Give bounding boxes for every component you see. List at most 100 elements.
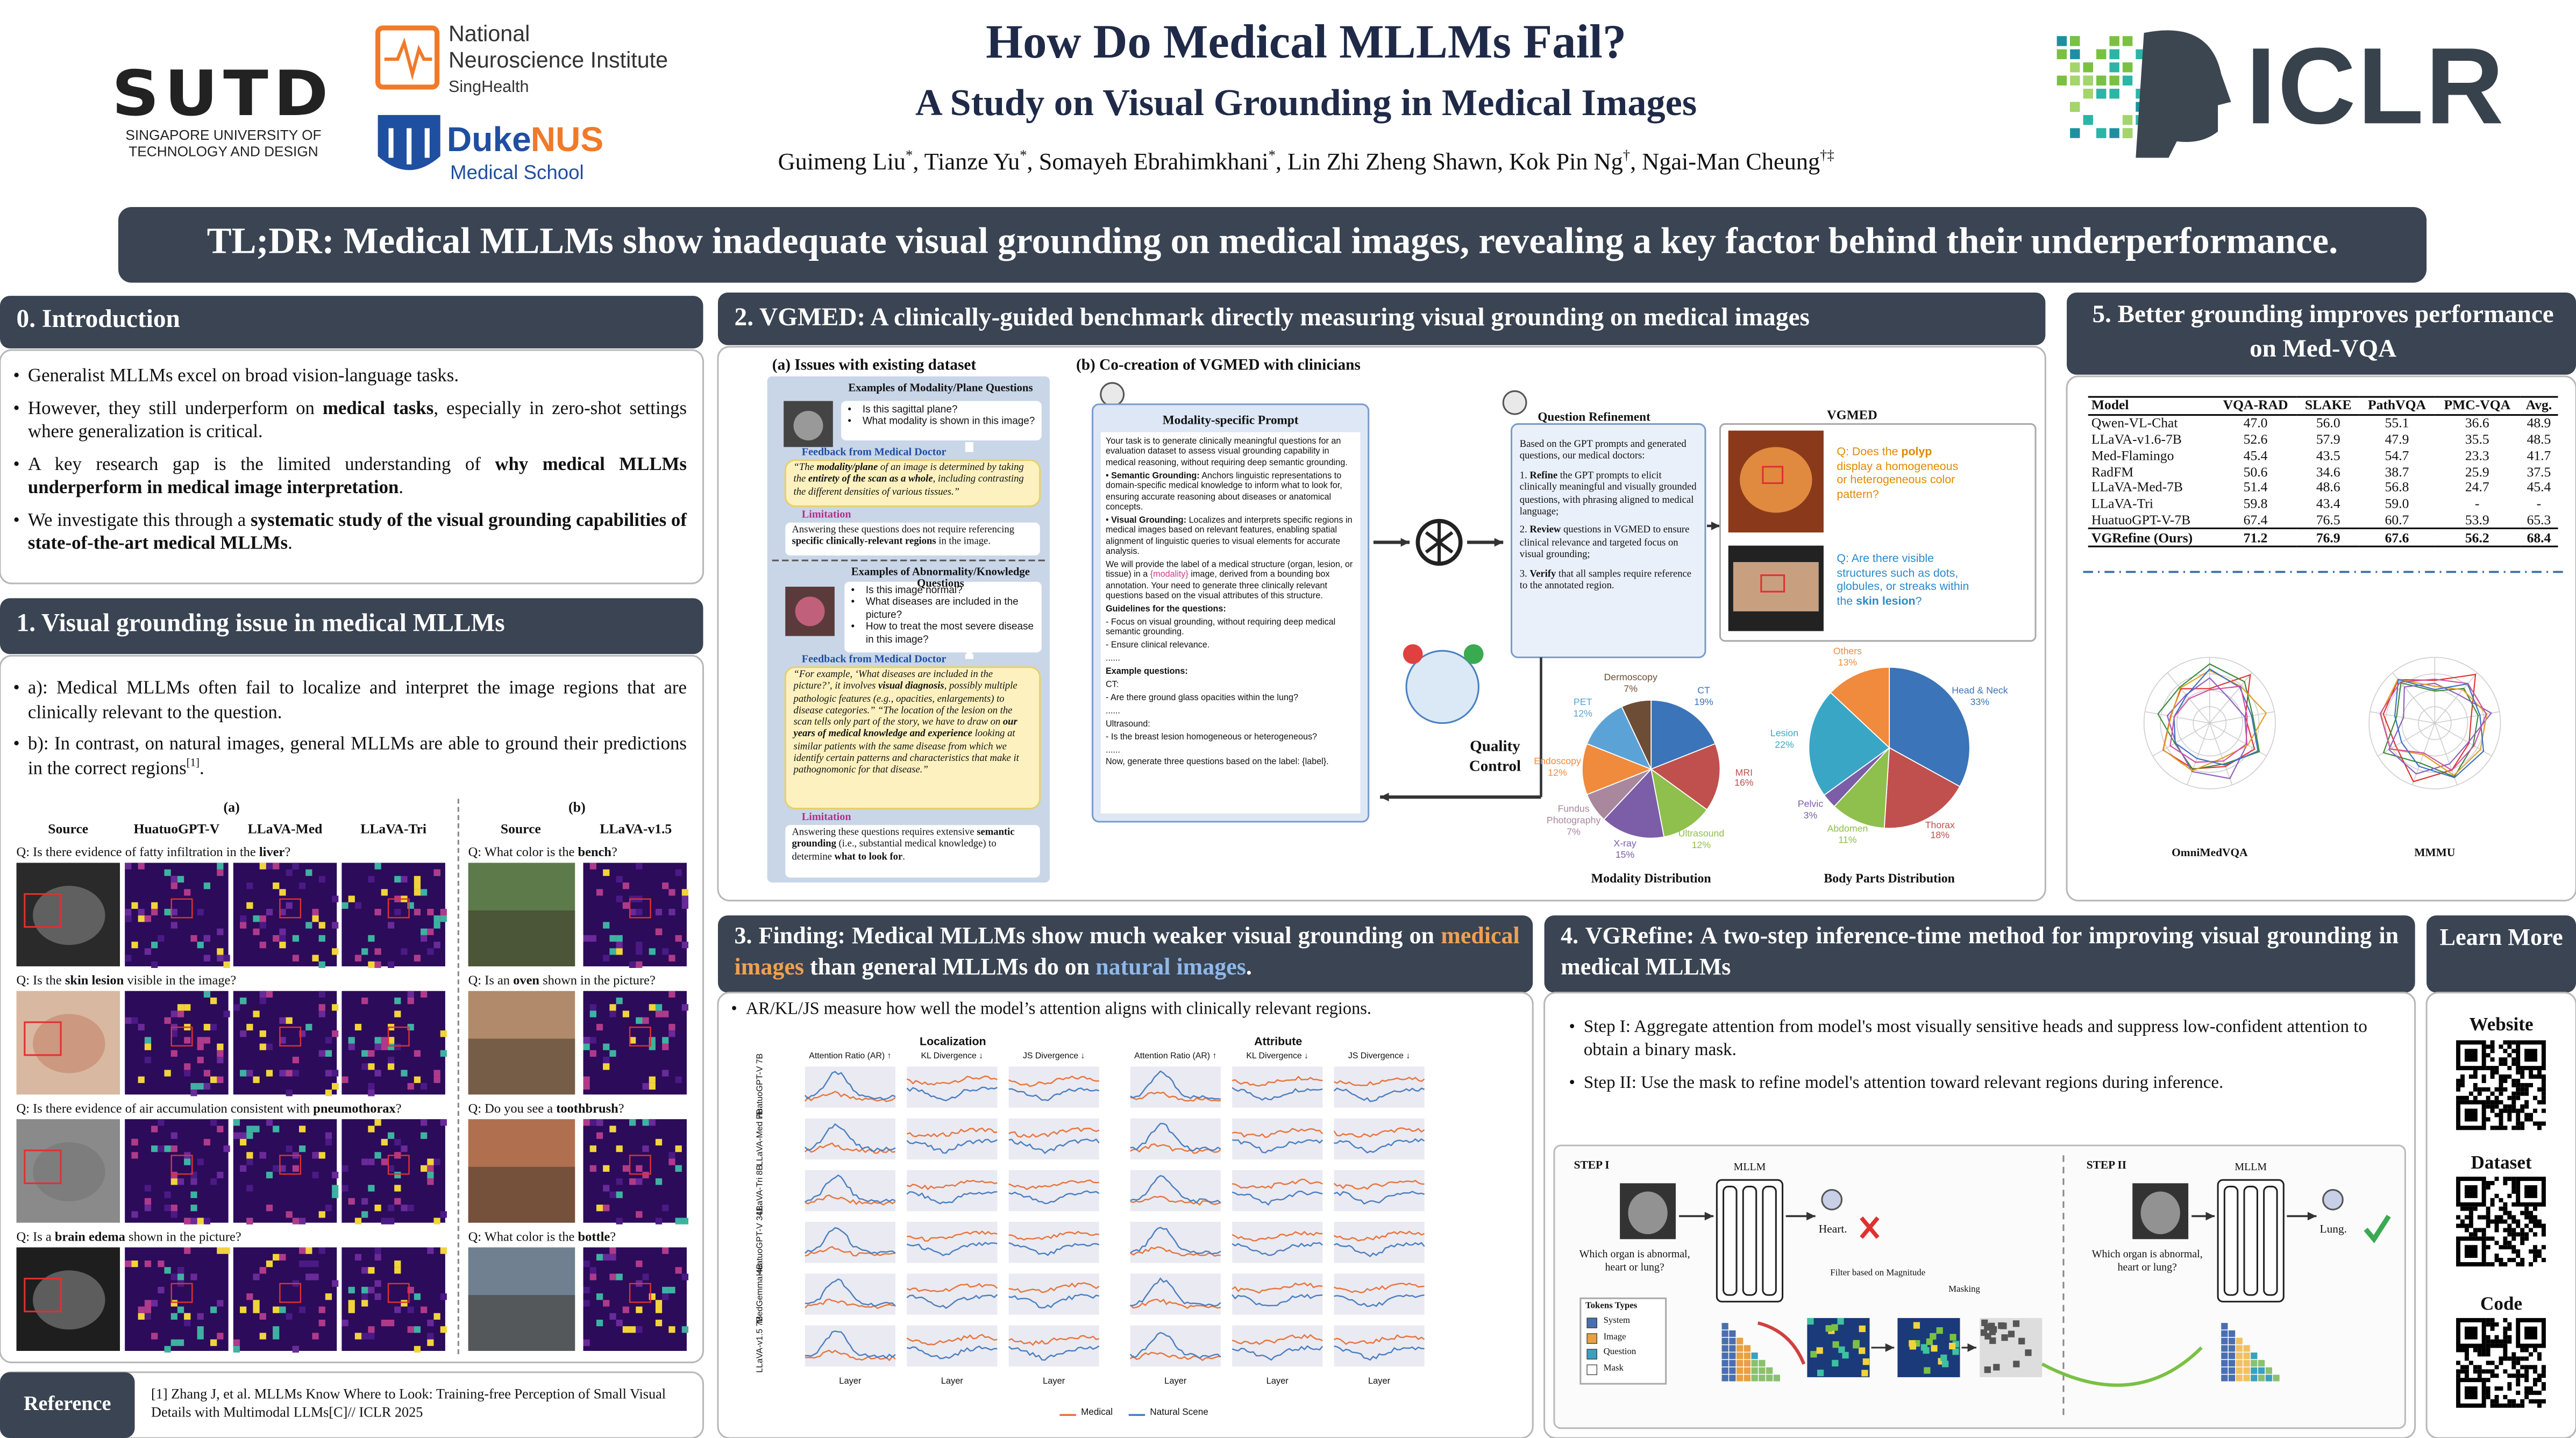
attention-cell xyxy=(421,1165,428,1172)
attention-cell xyxy=(253,915,260,922)
robot-icon xyxy=(2322,1189,2344,1211)
attention-cell xyxy=(414,889,421,896)
radar-title: OmniMedVQA xyxy=(2172,846,2248,860)
attention-cell xyxy=(368,935,375,942)
attention-cell xyxy=(144,915,152,922)
mini-curve xyxy=(1129,1332,1221,1359)
attention-cell xyxy=(246,902,253,909)
table-cell: 54.7 xyxy=(2385,448,2409,463)
attention-cell xyxy=(387,1057,395,1064)
attention-cell xyxy=(203,1083,211,1090)
poster-subtitle: A Study on Visual Grounding in Medical I… xyxy=(915,82,1697,124)
attention-cell xyxy=(259,1043,266,1050)
attention-token xyxy=(2243,1359,2250,1367)
prompt-line: Your task is to generate clinically mean… xyxy=(1105,437,1348,468)
limitation-box xyxy=(785,522,1040,556)
qr-cell xyxy=(2533,1245,2537,1250)
attention-cell xyxy=(589,1145,596,1152)
text-run: polyp xyxy=(1901,447,1932,459)
mini-curve xyxy=(1334,1345,1425,1361)
qr-cell xyxy=(2533,1399,2537,1404)
attention-cell xyxy=(381,1037,388,1044)
attention-cell xyxy=(407,1205,414,1212)
mini-curve xyxy=(1334,1283,1425,1294)
attention-cell xyxy=(636,961,643,968)
qr-cell xyxy=(2456,1087,2461,1092)
qr-cell xyxy=(2490,1361,2495,1365)
pie-slice xyxy=(1582,743,1653,795)
qr-cell xyxy=(2490,1403,2495,1408)
qr-cell xyxy=(2473,1074,2478,1079)
metric-label: KL Divergence ↓ xyxy=(921,1051,984,1062)
attention-cell xyxy=(190,1090,197,1097)
attention-cell xyxy=(305,1247,312,1254)
attention-cell xyxy=(217,1247,224,1254)
refinement-item: 1. Refine the GPT prompts to elicit clin… xyxy=(1520,471,1697,520)
qr-cell xyxy=(2511,1095,2516,1100)
mini-curve xyxy=(1130,1174,1221,1204)
poster-title: How Do Medical MLLMs Fail? xyxy=(986,16,1627,69)
attention-token xyxy=(2236,1337,2243,1344)
qr-cell xyxy=(2499,1074,2503,1079)
mini-curve xyxy=(805,1278,896,1307)
qr-cell xyxy=(2516,1117,2521,1122)
text-run: Q: Do you see a xyxy=(468,1101,557,1116)
attention-token xyxy=(1751,1375,1758,1382)
attention-cell xyxy=(394,1185,401,1192)
attention-cell xyxy=(197,1313,204,1320)
qr-cell xyxy=(2529,1390,2534,1395)
table-cell: LLaVA-Tri xyxy=(2091,496,2154,511)
attention-token xyxy=(1721,1330,1728,1337)
qr-cell xyxy=(2494,1126,2499,1130)
text-run: shown in the picture? xyxy=(125,1229,241,1244)
attention-cell xyxy=(2001,1334,2008,1341)
table-cell: SLAKE xyxy=(2297,396,2359,416)
roi-box xyxy=(24,1149,62,1184)
attention-cell xyxy=(210,997,217,1005)
logo-iclr-pixel xyxy=(2122,36,2133,46)
attention-token xyxy=(1751,1359,1758,1367)
attention-cell xyxy=(394,1010,401,1017)
link-label: Code xyxy=(2480,1295,2523,1315)
attention-cell xyxy=(642,1083,649,1090)
attention-cell xyxy=(266,863,273,870)
arrow-head xyxy=(1704,1212,1714,1221)
qr-cell xyxy=(2494,1241,2499,1245)
model-label: MLLM xyxy=(2235,1162,2267,1173)
qr-cell xyxy=(2473,1083,2478,1087)
roi-box xyxy=(629,1155,651,1175)
pie-label-name: Dermoscopy xyxy=(1604,674,1657,685)
attention-cell xyxy=(374,961,381,968)
qr-cell xyxy=(2520,1262,2525,1266)
source-detail xyxy=(468,1166,575,1223)
model-label: MLLM xyxy=(1733,1162,1766,1173)
qr-cell xyxy=(2516,1223,2521,1228)
attention-cell xyxy=(394,1260,401,1268)
axis-label: Layer xyxy=(1164,1377,1187,1387)
attention-cell xyxy=(381,889,388,896)
attention-cell xyxy=(332,1185,339,1192)
attention-token xyxy=(2228,1375,2236,1382)
attention-cell xyxy=(253,928,260,935)
qr-cell xyxy=(2473,1070,2478,1075)
qr-cell xyxy=(2511,1403,2516,1408)
attention-cell xyxy=(629,961,636,968)
pie-label-value: 12% xyxy=(1691,841,1711,851)
qr-cell xyxy=(2524,1348,2529,1352)
attention-token xyxy=(1759,1359,1766,1367)
qr-cell xyxy=(2477,1365,2482,1370)
qr-cell xyxy=(2516,1262,2521,1266)
text-run: , Somayeh Ebrahimkhani xyxy=(1027,150,1269,176)
qr-cell xyxy=(2464,1365,2469,1370)
attention-cell xyxy=(583,1119,590,1126)
section-title: 0. Introduction xyxy=(16,305,180,334)
qr-cell xyxy=(2541,1228,2546,1233)
qr-cell xyxy=(2541,1258,2546,1263)
table-cell: 23.3 xyxy=(2465,448,2489,463)
qr-cell xyxy=(2541,1386,2546,1391)
attention-cell xyxy=(325,1050,332,1057)
qr-cell xyxy=(2533,1378,2537,1383)
roi-box xyxy=(387,1026,410,1047)
feedback-label: Feedback from Medical Doctor xyxy=(801,447,947,459)
table-cell: Qwen-VL-Chat xyxy=(2091,416,2178,431)
